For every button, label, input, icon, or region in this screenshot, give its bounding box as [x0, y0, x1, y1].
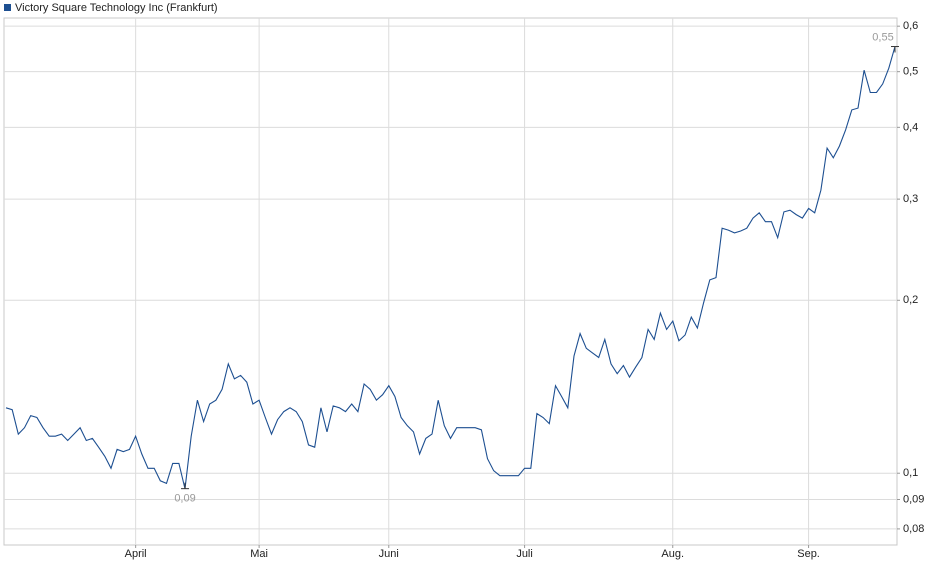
y-tick-label: 0,1: [903, 467, 918, 479]
y-tick-label: 0,09: [903, 493, 924, 505]
price-line: [5, 46, 896, 489]
plot-frame: [3, 17, 898, 546]
legend-swatch: [4, 4, 11, 11]
y-tick-label: 0,5: [903, 66, 918, 78]
x-tick-label: Juli: [516, 548, 533, 560]
x-tick-label: Sep.: [797, 548, 820, 560]
legend-label: Victory Square Technology Inc (Frankfurt…: [15, 2, 218, 14]
y-tick-label: 0,6: [903, 20, 918, 32]
x-tick-label: Juni: [379, 548, 399, 560]
y-tick-label: 0,08: [903, 523, 924, 535]
x-tick-label: April: [125, 548, 147, 560]
y-tick-label: 0,3: [903, 193, 918, 205]
x-tick-label: Aug.: [661, 548, 684, 560]
y-tick-label: 0,4: [903, 121, 918, 133]
y-tick-label: 0,2: [903, 294, 918, 306]
x-tick-label: Mai: [250, 548, 268, 560]
value-label: 0,09: [174, 493, 195, 505]
value-label: 0,55: [872, 31, 893, 43]
